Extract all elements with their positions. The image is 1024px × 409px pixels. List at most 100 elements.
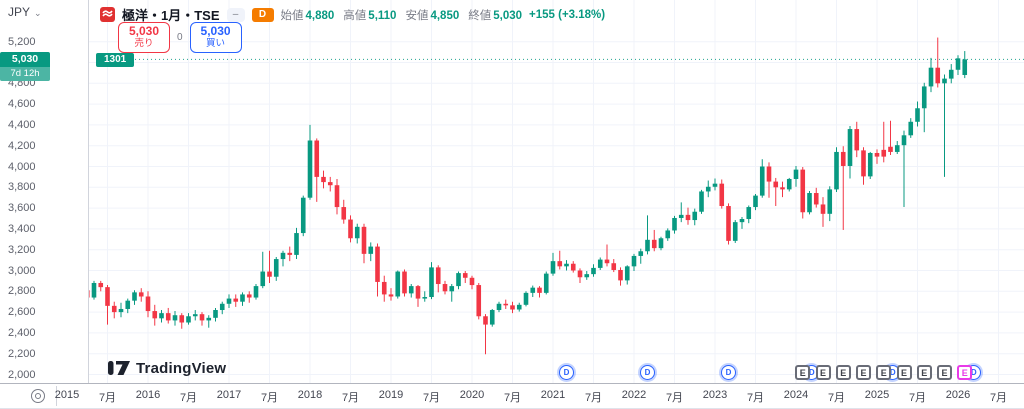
candle-body-2022-11[interactable] [699,191,704,212]
delayed-data-badge[interactable]: D [251,7,274,22]
candle-body-2015-08[interactable] [111,305,117,313]
candle-body-2017-07[interactable] [267,271,272,277]
candle-body-2021-12[interactable] [624,266,630,281]
candle-body-2019-08[interactable] [435,267,441,285]
earnings-icon-2025-08[interactable]: E [916,365,932,380]
candle-body-2025-01[interactable] [874,152,880,157]
candle-body-2024-01[interactable] [793,169,799,179]
candle-body-2023-08[interactable] [759,166,765,196]
earnings-icon-2025-05[interactable]: E [896,365,912,380]
candle-body-2021-10[interactable] [611,263,617,270]
candle-body-2020-09[interactable] [523,292,529,305]
currency-selector[interactable]: JPY ⌄ [8,5,42,19]
candle-body-2020-05[interactable] [496,303,502,311]
candle-body-2015-11[interactable] [132,292,137,301]
candle-body-2015-05[interactable] [91,282,97,298]
symbol-title[interactable]: 極洋・1月・TSE [122,8,220,23]
candle-body-2022-07[interactable] [672,217,677,231]
candle-body-2023-04[interactable] [732,222,738,241]
candle-body-2020-04[interactable] [489,310,495,325]
candle-body-2020-12[interactable] [543,273,549,293]
candle-body-2016-10[interactable] [206,317,212,321]
candle-body-2018-10[interactable] [368,246,374,254]
candle-body-2015-10[interactable] [125,300,131,309]
candle-body-2021-02[interactable] [557,261,563,267]
candle-body-2020-10[interactable] [530,287,536,293]
candle-body-2018-11[interactable] [375,246,380,282]
candle-body-2023-03[interactable] [726,206,731,241]
candle-body-2020-08[interactable] [516,304,522,310]
candle-body-2025-12[interactable] [948,69,954,79]
candle-body-2019-03[interactable] [402,271,407,294]
candle-body-2018-06[interactable] [341,207,347,220]
candle-body-2023-01[interactable] [712,183,718,187]
price-axis[interactable]: JPY⌄ 5,2005,0004,8004,6004,4004,2004,000… [0,0,89,383]
candle-body-2016-03[interactable] [159,313,164,319]
candle-body-2024-06[interactable] [827,189,833,214]
dividend-icon-2021-03[interactable]: D [559,365,574,380]
candle-body-2025-06[interactable] [908,121,914,136]
candle-body-2023-06[interactable] [746,207,752,220]
candle-body-2023-12[interactable] [786,178,792,190]
candle-body-2024-04[interactable] [813,193,819,205]
candle-body-2015-07[interactable] [105,287,110,306]
candle-body-2018-01[interactable] [307,140,313,198]
candle-body-2018-08[interactable] [354,226,360,239]
candle-body-2020-06[interactable] [503,303,509,306]
more-menu-badge[interactable]: – [226,7,245,22]
candle-body-2016-07[interactable] [186,316,191,323]
candle-body-2017-10[interactable] [287,252,293,255]
candle-body-2021-11[interactable] [618,269,623,281]
candle-body-2018-02[interactable] [314,140,320,177]
candle-body-2022-05[interactable] [658,238,664,249]
candle-body-2022-01[interactable] [631,255,637,267]
candle-body-2016-09[interactable] [199,314,205,321]
candle-body-2020-07[interactable] [510,305,515,310]
candle-body-2026-01[interactable] [955,58,961,70]
candle-body-2017-11[interactable] [294,233,299,255]
candle-body-2023-11[interactable] [780,187,785,190]
dividend-icon-2023-03[interactable]: D [721,365,736,380]
buy-button[interactable]: 5,030 買い [189,22,242,53]
candle-body-2017-08[interactable] [273,259,279,277]
candle-body-2016-12[interactable] [219,303,225,311]
candle-body-2019-05[interactable] [415,286,421,299]
earnings-icon-2024-11[interactable]: E [856,365,871,380]
earnings-icon-2024-05[interactable]: E [815,365,831,380]
candle-body-2022-06[interactable] [665,230,671,239]
candle-body-2017-06[interactable] [260,271,266,287]
dividend-icon-2022-03[interactable]: D [640,365,655,380]
candle-body-2019-01[interactable] [388,294,394,297]
time-axis[interactable]: 2015 7月 2016 7月 2017 7月 2018 7月 2019 7月 2020 7月 2021… [0,383,1024,409]
candle-body-2021-06[interactable] [584,274,590,278]
candle-body-2019-02[interactable] [395,271,401,297]
candle-body-2015-06[interactable] [98,282,104,288]
candle-body-2019-06[interactable] [422,297,428,299]
earnings-icon-2025-02[interactable]: E [876,365,892,380]
candle-body-2024-02[interactable] [800,169,806,213]
candle-body-2021-09[interactable] [604,259,610,264]
candle-body-2017-01[interactable] [226,298,232,304]
candle-body-2023-10[interactable] [773,181,779,188]
candle-body-2023-02[interactable] [719,183,725,207]
candle-body-2018-04[interactable] [327,182,333,186]
candle-body-2018-03[interactable] [321,176,326,183]
candle-body-2017-03[interactable] [240,294,245,302]
candle-body-2023-05[interactable] [739,219,745,223]
candle-body-2024-07[interactable] [834,151,839,190]
candle-body-2025-10[interactable] [935,67,941,84]
candle-body-2022-10[interactable] [692,211,698,221]
candle-body-2024-12[interactable] [867,152,873,177]
upcoming-earnings-icon-2026-02[interactable]: E [957,365,973,380]
candle-body-2018-05[interactable] [334,185,340,208]
candle-body-2025-08[interactable] [921,86,927,109]
candle-body-2024-11[interactable] [861,150,866,177]
candle-body-2020-03[interactable] [483,316,488,325]
candle-body-2022-02[interactable] [638,251,644,256]
candle-body-2022-12[interactable] [705,186,711,192]
candle-body-2022-08[interactable] [678,214,684,218]
candle-body-2021-01[interactable] [550,261,556,274]
candle-body-2020-11[interactable] [537,287,542,293]
candle-body-2017-09[interactable] [280,252,286,260]
candle-body-2016-11[interactable] [213,310,218,318]
